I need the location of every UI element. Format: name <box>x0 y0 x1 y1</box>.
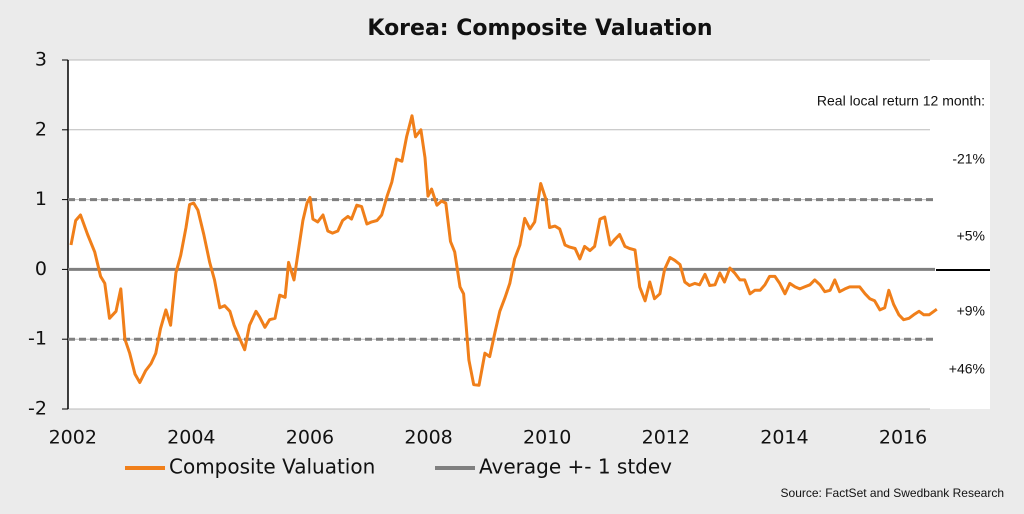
y-tick-label: 0 <box>35 258 47 280</box>
y-tick-label: 2 <box>35 118 47 140</box>
x-tick-label: 2016 <box>879 427 927 449</box>
x-tick-label: 2002 <box>49 427 97 449</box>
y-tick-label: 3 <box>35 49 47 71</box>
legend-label: Composite Valuation <box>169 455 375 479</box>
plot-area <box>68 60 990 409</box>
x-tick-label: 2012 <box>642 427 690 449</box>
source: Source: FactSet and Swedbank Research <box>781 486 1004 500</box>
chart-title: Korea: Composite Valuation <box>367 16 712 41</box>
x-tick-label: 2010 <box>523 427 571 449</box>
y-tick-label: -1 <box>28 328 47 350</box>
x-tick-label: 2004 <box>167 427 215 449</box>
y-tick-label: 1 <box>35 188 47 210</box>
data-line <box>69 114 938 387</box>
annotation: +5% <box>957 228 985 244</box>
annotation: +46% <box>949 361 985 377</box>
x-tick-label: 2006 <box>286 427 334 449</box>
x-tick-label: 2014 <box>760 427 808 449</box>
y-tick-label: -2 <box>28 398 47 420</box>
x-tick-label: 2008 <box>404 427 452 449</box>
annotation: -21% <box>952 151 985 167</box>
annotation: +9% <box>957 303 985 319</box>
annotation: Real local return 12 month: <box>817 93 985 109</box>
legend-label: Average +- 1 stdev <box>479 455 672 479</box>
